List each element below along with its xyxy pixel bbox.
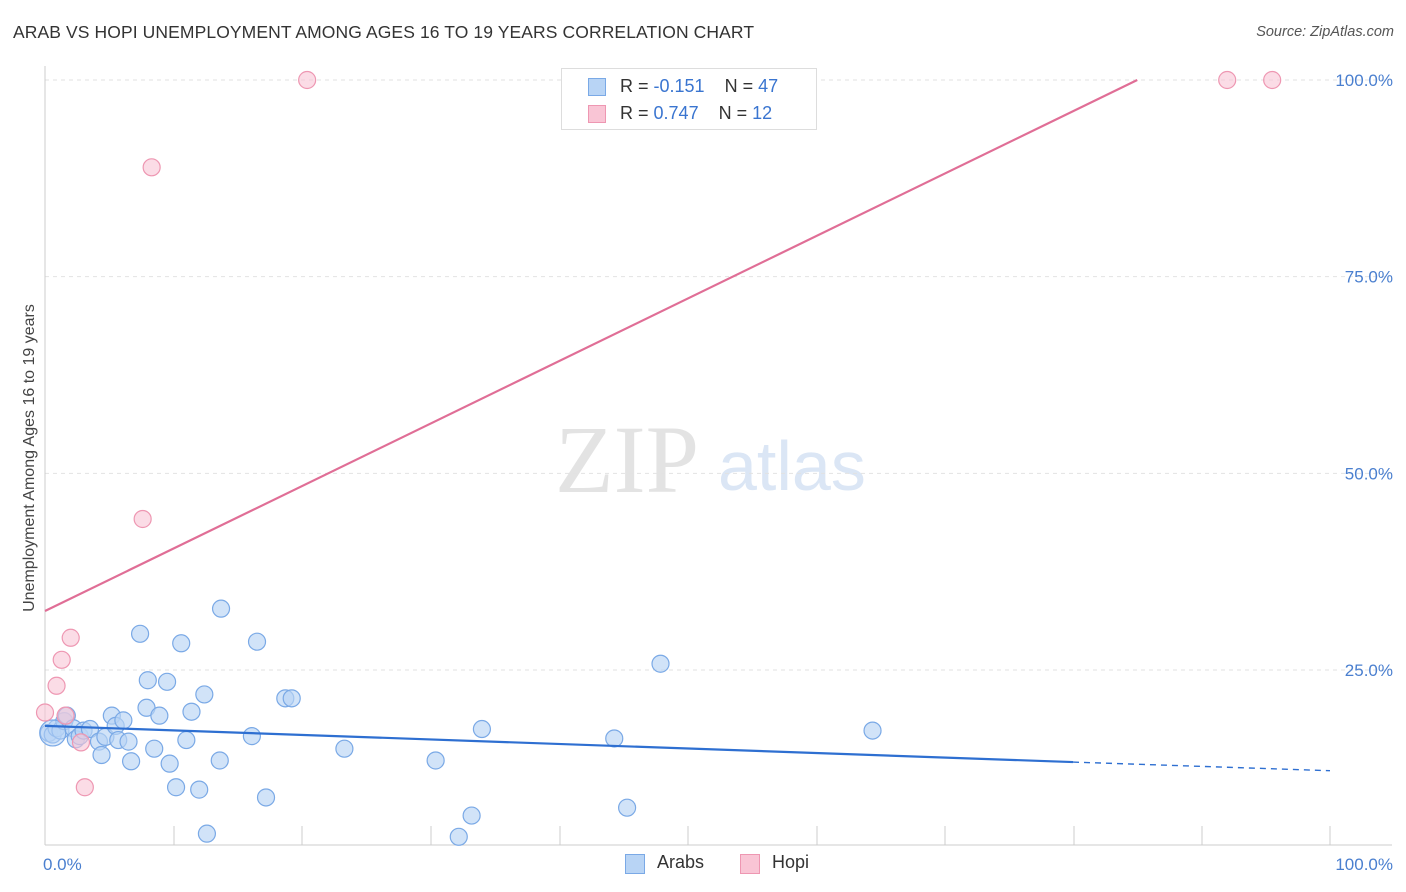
tick-labels: 25.0% 50.0% 75.0% 100.0% 0.0% 100.0% [43, 71, 1393, 874]
chart-title: ARAB VS HOPI UNEMPLOYMENT AMONG AGES 16 … [13, 22, 755, 42]
arab-point [426, 751, 445, 770]
hopi-point [1218, 70, 1237, 90]
hopi-points [35, 70, 1282, 797]
x-tick-label-min: 0.0% [43, 855, 82, 874]
arab-point [92, 745, 111, 765]
arab-point [449, 827, 468, 846]
hopi-point [75, 778, 94, 797]
arab-point [145, 739, 164, 758]
legend-r-label-hopi: R = [620, 103, 649, 123]
watermark-zip: ZIP [555, 406, 699, 513]
hopi-point [133, 509, 152, 529]
bottom-legend-label-arabs: Arabs [657, 852, 705, 872]
stats-legend: R = -0.151 N = 47 R = 0.747 N = 12 [561, 68, 817, 130]
legend-n-value-arabs: 47 [758, 76, 779, 96]
legend-n-label-hopi: N = [718, 103, 748, 123]
arab-point [211, 599, 231, 618]
arab-point [190, 780, 209, 799]
arab-point [618, 798, 637, 817]
arab-point [182, 702, 201, 721]
axes [44, 66, 1392, 846]
arab-point [119, 732, 138, 751]
arab-trend-group [44, 724, 1331, 772]
hopi-point [61, 628, 80, 647]
arab-trend-line [44, 724, 1074, 764]
bottom-legend-label-hopi: Hopi [772, 852, 810, 872]
arab-point [160, 754, 179, 773]
source-label: Source: ZipAtlas.com [1256, 24, 1394, 40]
arab-point [121, 752, 141, 771]
hopi-point [35, 703, 55, 722]
legend-n-value-hopi: 12 [752, 103, 773, 123]
arab-point [138, 671, 157, 690]
watermark: ZIP atlas [555, 406, 866, 513]
arab-point [335, 739, 354, 758]
y-tick-label-25: 25.0% [1345, 661, 1393, 680]
bottom-legend-swatch-hopi [740, 854, 760, 874]
hopi-point [142, 158, 161, 177]
legend-r-label-arabs: R = [620, 76, 649, 96]
hopi-point [298, 70, 317, 90]
arab-point [150, 706, 169, 725]
hopi-point [1263, 70, 1282, 90]
arab-point [242, 727, 261, 746]
arab-points [39, 599, 882, 846]
arab-point [195, 685, 214, 704]
bottom-legend-swatch-arabs [625, 854, 645, 874]
arab-point [166, 778, 186, 797]
y-tick-label-75: 75.0% [1345, 268, 1393, 287]
legend-text-arabs: R = -0.151 N = 47 [620, 76, 778, 97]
y-tick-label-100: 100.0% [1335, 71, 1393, 90]
legend-r-value-arabs: -0.151 [653, 76, 705, 96]
arab-point [651, 654, 670, 673]
arab-point [177, 730, 196, 750]
arab-point [197, 824, 217, 843]
arab-point [282, 689, 301, 708]
hopi-point [71, 733, 91, 752]
grid [45, 79, 1392, 671]
arab-point [114, 711, 133, 730]
hopi-point [47, 676, 66, 695]
y-tick-label-50: 50.0% [1345, 464, 1393, 483]
arab-point [80, 719, 100, 739]
legend-text-hopi: R = 0.747 N = 12 [620, 103, 772, 124]
arab-point [472, 719, 491, 739]
arab-point [256, 788, 276, 807]
arab-point [172, 634, 191, 653]
arab-point [157, 672, 177, 691]
arab-point [462, 806, 481, 825]
legend-r-value-hopi: 0.747 [653, 103, 699, 123]
arab-point [605, 729, 624, 748]
arab-trend-extension [1072, 761, 1331, 772]
hopi-point [56, 706, 75, 725]
legend-swatch-arabs [588, 78, 606, 96]
arab-point [863, 721, 882, 740]
legend-swatch-hopi [588, 105, 606, 123]
hopi-point [52, 650, 71, 669]
x-tick-label-max: 100.0% [1335, 855, 1393, 874]
hopi-trend-line [44, 79, 1138, 613]
watermark-atlas: atlas [718, 427, 866, 505]
arab-point [210, 751, 229, 770]
hopi-trend-group [44, 79, 1138, 613]
arab-point [247, 632, 267, 651]
legend-n-label-arabs: N = [724, 76, 754, 96]
arab-point [130, 624, 150, 643]
